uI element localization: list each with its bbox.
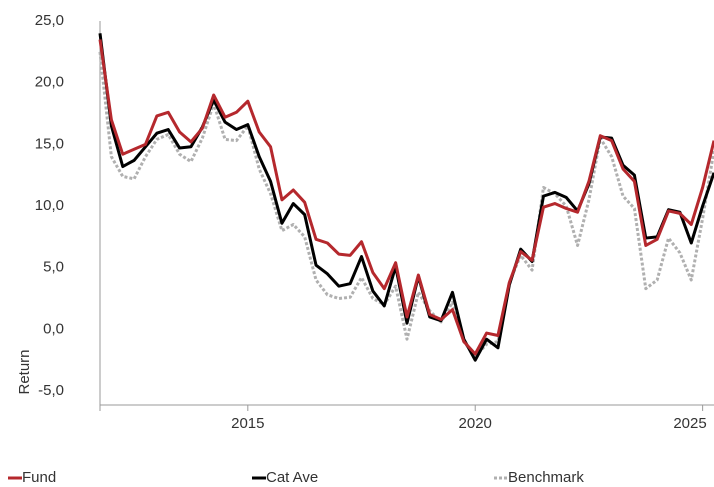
legend-label: Fund [22, 469, 56, 486]
x-tick-label: 2025 [673, 415, 706, 432]
x-tick-label: 2020 [459, 415, 492, 432]
series-line [98, 51, 714, 358]
y-tick-label: 10,0 [35, 197, 64, 214]
y-axis-label: Return [16, 349, 33, 394]
y-tick-label: -5,0 [38, 382, 64, 399]
legend-label: Cat Ave [266, 469, 318, 486]
y-tick-label: 20,0 [35, 74, 64, 91]
y-tick-label: 15,0 [35, 135, 64, 152]
legend-label: Benchmark [508, 469, 584, 486]
series-line [98, 39, 714, 356]
y-tick-label: 0,0 [43, 320, 64, 337]
y-tick-label: 25,0 [35, 12, 64, 29]
x-tick-label: 2015 [231, 415, 264, 432]
y-tick-label: 5,0 [43, 259, 64, 276]
